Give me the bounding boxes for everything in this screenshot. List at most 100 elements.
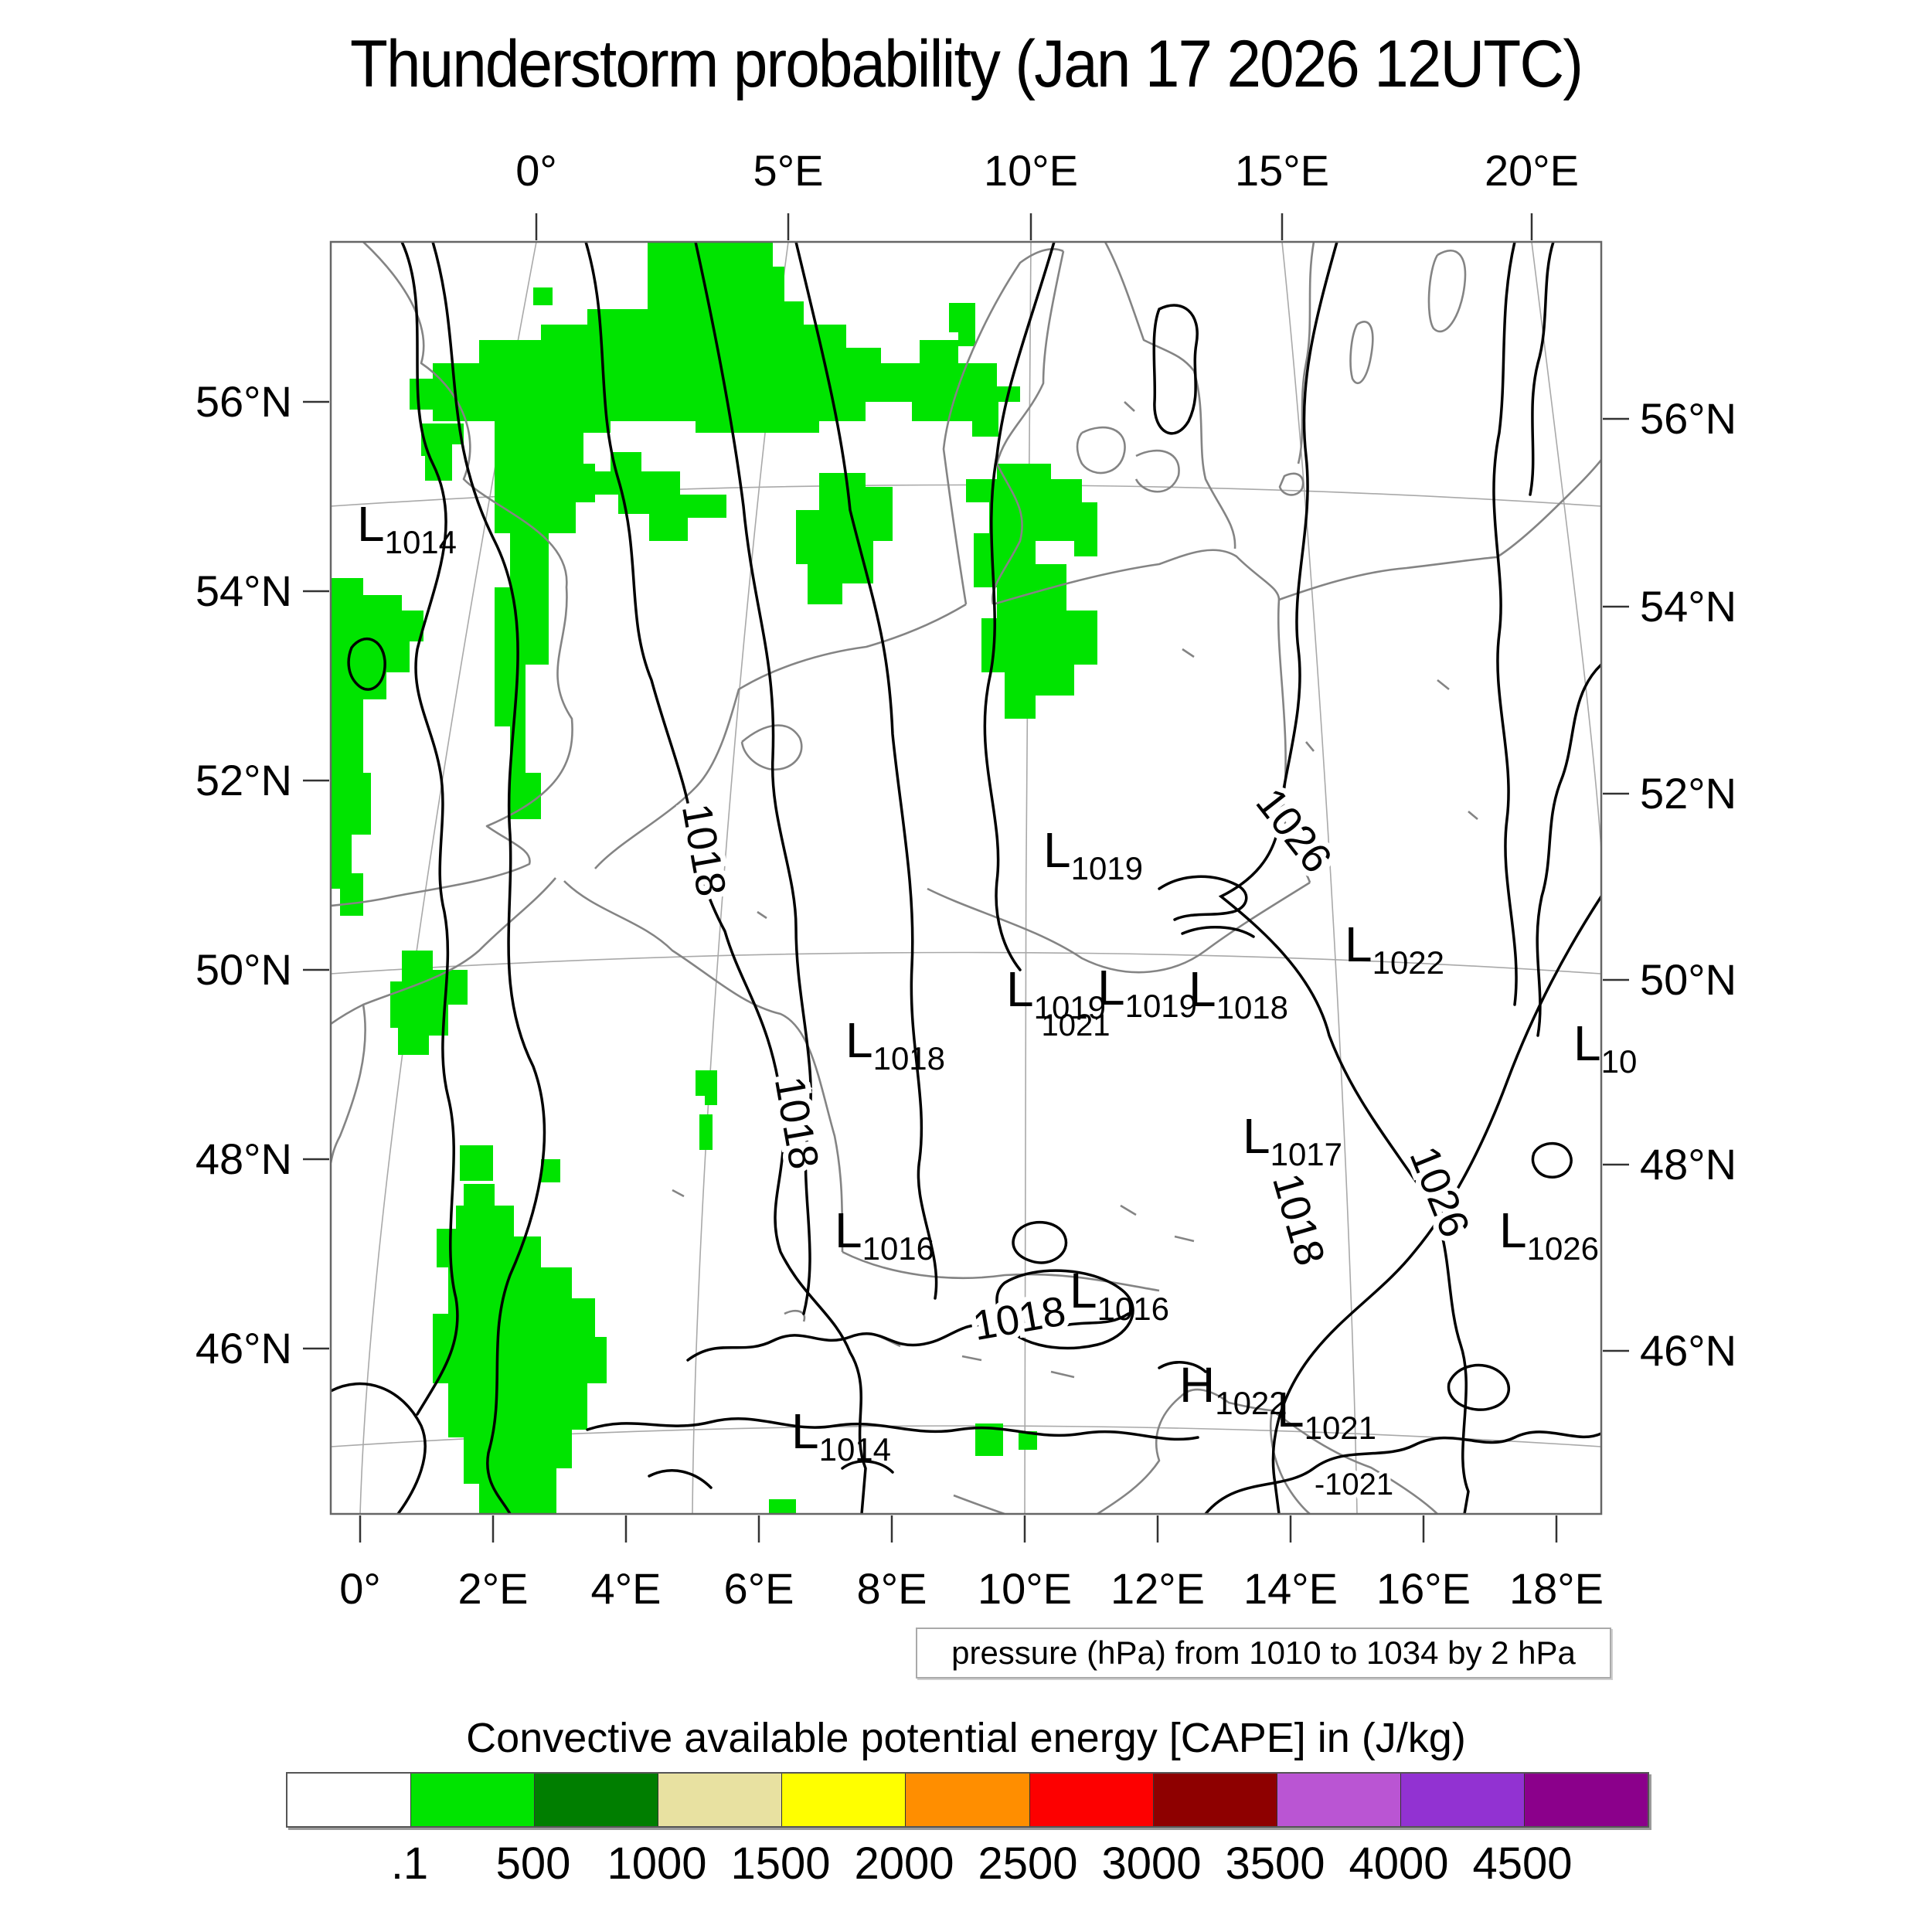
cape-patch — [421, 423, 464, 481]
colorbar-tick-label: 4500 — [1472, 1838, 1573, 1889]
colorbar-segment-1 — [410, 1774, 535, 1826]
colorbar-tick-label: 1000 — [607, 1838, 707, 1889]
colorbar-segment-5 — [905, 1774, 1029, 1826]
coastline-sweden-east — [1297, 242, 1315, 464]
cape-patch — [410, 242, 1020, 819]
cape-colorbar — [286, 1772, 1649, 1828]
isobar — [983, 242, 1056, 971]
colorbar-segment-6 — [1029, 1774, 1153, 1826]
bottom-axis-label: 18°E — [1509, 1564, 1604, 1613]
colorbar-tick-label: 500 — [495, 1838, 571, 1889]
pressure-center-l1014: L1014 — [791, 1403, 891, 1468]
pressure-center-l10: L10 — [1573, 1015, 1637, 1080]
isobar-value-label: 1018 — [970, 1287, 1070, 1349]
isobar — [431, 242, 546, 1514]
bottom-axis-label: 0° — [339, 1564, 381, 1613]
map-frame — [329, 240, 1603, 1515]
page-title-text: Thunderstorm probability (Jan 17 2026 12… — [349, 27, 1583, 101]
colorbar-segment-3 — [658, 1774, 782, 1826]
coastline-france-west — [331, 1004, 366, 1164]
cape-patch — [1019, 1431, 1037, 1450]
coastline-sweden — [1104, 242, 1236, 549]
cape-colorbar-labels: .1 500 1000 1500 2000 2500 3000 3500 4000 4500 — [0, 1838, 1932, 1889]
coastline-britain — [331, 242, 573, 907]
pressure-center-l1017: L1017 — [1243, 1108, 1342, 1172]
isobar-1026-trough — [1218, 242, 1470, 1514]
pressure-center-l1018: L1018 — [845, 1012, 945, 1077]
pressure-center-l1016: L1016 — [835, 1202, 934, 1267]
top-axis-label: 5°E — [753, 146, 824, 195]
pressure-center-l1016: L1016 — [1070, 1263, 1169, 1327]
colorbar-tick-label: 2000 — [854, 1838, 954, 1889]
colorbar-tick-label: 3000 — [1101, 1838, 1202, 1889]
pressure-center-l1018: L1018 — [1189, 961, 1288, 1026]
isobar — [1492, 242, 1518, 1006]
island-gotland — [1427, 250, 1467, 333]
isobar-closed-oval — [1447, 1363, 1511, 1411]
cape-patch — [699, 1114, 713, 1150]
top-axis-label: 10°E — [984, 146, 1078, 195]
isobar-value-label: 1026 — [1400, 1140, 1478, 1243]
colorbar-segment-10 — [1523, 1774, 1648, 1826]
isobar-extra-label: 1021 — [1042, 1009, 1111, 1043]
isobar — [584, 242, 867, 1514]
bottom-axis-label: 2°E — [458, 1564, 529, 1613]
coastline-france-north — [331, 877, 556, 1026]
isobar-fragment — [648, 1361, 1207, 1489]
isobar-fragment — [1529, 242, 1555, 496]
bottom-axis-label: 16°E — [1376, 1564, 1471, 1613]
border-alps-north — [842, 1250, 1160, 1292]
isobar-alps-chain — [1204, 1430, 1601, 1514]
cape-patch — [533, 287, 553, 305]
coastline-netherlands — [594, 603, 967, 869]
right-axis-label: 50°N — [1640, 955, 1736, 1004]
left-axis-label: 46°N — [196, 1324, 292, 1372]
cape-patch — [769, 1499, 796, 1514]
isobar-alps-chain — [586, 1417, 1199, 1441]
right-axis-label: 48°N — [1640, 1140, 1736, 1189]
coastline-liguria — [953, 1494, 1005, 1514]
isobar — [1536, 663, 1601, 1037]
pressure-center-h1022: H1022 — [1179, 1357, 1287, 1421]
isobar-extra-label: -1021 — [1315, 1468, 1393, 1502]
colorbar-segment-4 — [781, 1774, 906, 1826]
isobar — [694, 242, 812, 1315]
colorbar-tick-label: 3500 — [1225, 1838, 1325, 1889]
bottom-axis-label: 12°E — [1111, 1564, 1205, 1613]
isobar-closed-oval — [1531, 1141, 1573, 1179]
top-axis-label: 20°E — [1485, 146, 1579, 195]
isobar-east-sweep — [1271, 895, 1601, 1514]
isobar-value-label: 1018 — [766, 1073, 828, 1173]
bottom-axis-label: 8°E — [857, 1564, 927, 1613]
colorbar-tick-label: .1 — [390, 1838, 429, 1889]
page-title: Thunderstorm probability (Jan 17 2026 12… — [0, 26, 1932, 103]
bottom-axis-label: 14°E — [1243, 1564, 1338, 1613]
colorbar-segment-0 — [287, 1774, 411, 1826]
cape-patch — [433, 1184, 607, 1514]
pressure-center-l1019: L1019 — [1006, 961, 1106, 1026]
colorbar-segment-7 — [1152, 1774, 1277, 1826]
isobar-closed-1016 — [995, 1269, 1134, 1350]
coastline-denmark — [942, 247, 1064, 605]
isobar-closed-low — [347, 637, 386, 691]
border-france-belgium — [563, 880, 844, 1253]
coastline-danish-isles — [1076, 426, 1180, 493]
bottom-axis-label: 6°E — [724, 1564, 794, 1613]
isobar-layer — [331, 242, 1601, 1514]
pressure-center-l1014: L1014 — [357, 496, 457, 560]
map-specks — [672, 401, 1478, 1198]
pressure-center-l1026: L1026 — [1499, 1202, 1599, 1267]
cape-patch — [541, 1159, 560, 1182]
cape-patch — [331, 578, 423, 916]
isobar-value-label: 1018 — [673, 801, 735, 900]
cape-patch — [966, 464, 1097, 719]
bottom-axis-label: 10°E — [978, 1564, 1072, 1613]
bottom-axis-label: 4°E — [591, 1564, 662, 1613]
cape-shading-patches — [331, 242, 1097, 1514]
pressure-note-text: pressure (hPa) from 1010 to 1034 by 2 hP… — [951, 1634, 1576, 1671]
colorbar-segment-9 — [1400, 1774, 1524, 1826]
coastline-adriatic — [1180, 1388, 1438, 1514]
isobar — [331, 1382, 427, 1514]
isobar-alps-chain — [686, 1312, 1130, 1362]
